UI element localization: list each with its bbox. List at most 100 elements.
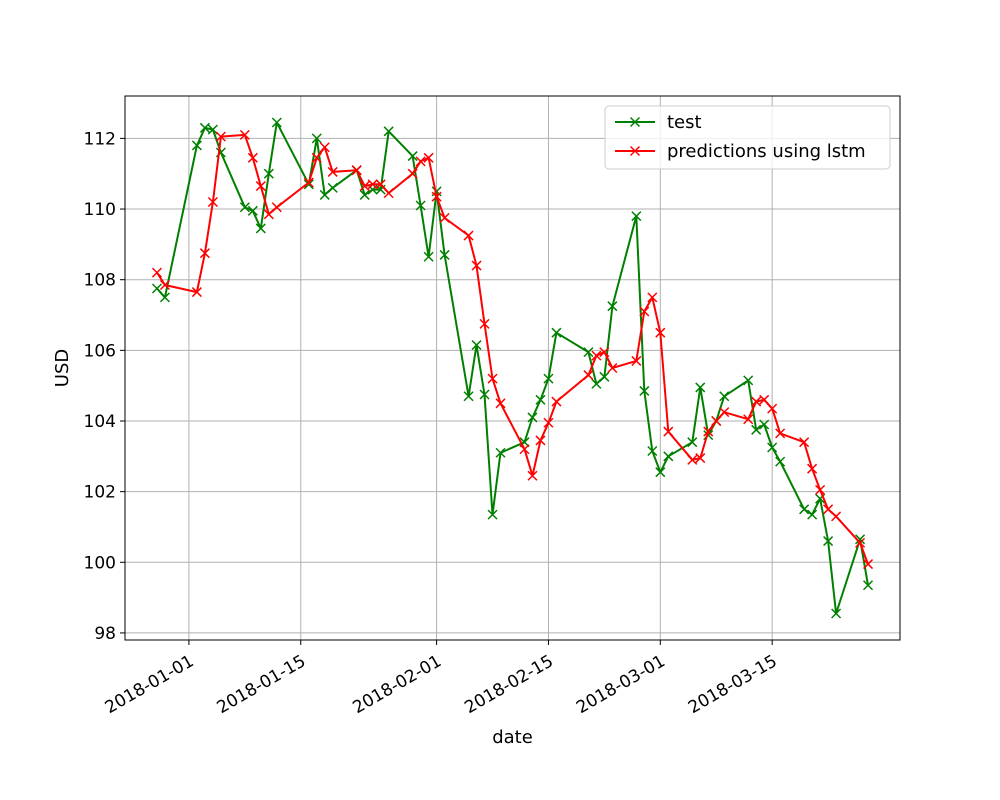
data-point [479, 318, 490, 329]
data-point [639, 385, 650, 396]
data-point [375, 179, 386, 190]
legend-marker [629, 116, 641, 128]
data-point [207, 124, 218, 135]
marker-stroke [199, 122, 210, 133]
marker-stroke [751, 396, 762, 407]
marker-stroke [191, 140, 202, 151]
marker-stroke [599, 371, 610, 382]
y-tick-label: 102 [84, 483, 116, 503]
data-point [383, 188, 394, 199]
data-point [767, 442, 778, 453]
data-point [855, 537, 866, 548]
marker-stroke [711, 415, 722, 427]
data-point [695, 382, 706, 393]
data-point [383, 126, 394, 137]
legend-label: test [667, 112, 702, 133]
y-tick-label: 104 [84, 412, 116, 432]
marker-stroke [303, 177, 314, 188]
data-point [823, 536, 834, 547]
y-tick-label: 110 [84, 200, 116, 220]
marker-stroke [239, 129, 250, 140]
data-point [535, 394, 546, 405]
data-point [319, 189, 330, 200]
marker-stroke [159, 292, 170, 303]
legend-marker [629, 145, 641, 157]
marker-stroke [255, 181, 266, 192]
data-point [519, 444, 530, 455]
data-point [815, 484, 826, 495]
data-point [775, 456, 786, 467]
marker-stroke [495, 398, 506, 409]
marker-stroke [831, 511, 842, 522]
data-point [487, 373, 498, 384]
marker-stroke [479, 318, 490, 329]
marker-stroke [583, 370, 594, 381]
marker-stroke [415, 200, 426, 211]
legend-label: predictions using lstm [667, 141, 866, 162]
data-point [191, 287, 202, 298]
marker-stroke [151, 267, 162, 278]
marker-stroke [639, 385, 650, 396]
data-point [767, 403, 778, 414]
marker-stroke [463, 230, 474, 241]
marker-stroke [599, 347, 610, 358]
marker-stroke [351, 165, 362, 176]
data-point [327, 166, 338, 177]
marker-stroke [375, 179, 386, 190]
marker-stroke [687, 454, 698, 465]
data-point [863, 559, 874, 570]
marker-stroke [423, 152, 434, 163]
marker-stroke [647, 292, 658, 303]
data-point [535, 435, 546, 446]
data-point [823, 504, 834, 515]
marker-stroke [319, 142, 330, 153]
marker-stroke [695, 382, 706, 393]
data-point [311, 133, 322, 144]
data-point [151, 283, 162, 294]
marker-stroke [759, 419, 770, 430]
data-point [471, 260, 482, 271]
data-point [407, 168, 418, 179]
marker-stroke [359, 181, 370, 192]
marker-stroke [855, 537, 866, 548]
data-point [655, 467, 666, 478]
data-point [583, 347, 594, 358]
data-point [551, 327, 562, 338]
marker-stroke [159, 279, 170, 291]
data-point [423, 152, 434, 163]
marker-stroke [535, 394, 546, 405]
data-point [855, 534, 866, 545]
marker-stroke [663, 451, 674, 462]
marker-stroke [471, 260, 482, 271]
data-point [415, 200, 426, 211]
data-point [751, 424, 762, 435]
marker-stroke [423, 251, 434, 262]
marker-stroke [631, 211, 642, 222]
legend-item-test: test [615, 112, 702, 133]
marker-stroke [607, 362, 618, 374]
data-point [719, 407, 730, 418]
data-point [631, 211, 642, 222]
marker-stroke [247, 205, 258, 216]
data-point [663, 426, 674, 437]
marker-stroke [199, 248, 210, 259]
data-point [527, 412, 538, 423]
data-point [263, 209, 274, 220]
marker-stroke [775, 456, 786, 467]
marker-stroke [519, 444, 530, 455]
y-axis-label: USD [52, 349, 73, 387]
data-point [655, 327, 666, 338]
marker-stroke [327, 182, 338, 193]
marker-stroke [543, 373, 554, 384]
data-point [799, 504, 810, 515]
data-point [415, 156, 426, 167]
marker-stroke [719, 407, 730, 418]
data-point [303, 179, 314, 190]
data-point [263, 168, 274, 179]
data-point [159, 292, 170, 303]
marker-stroke [719, 391, 730, 402]
marker-stroke [527, 470, 538, 481]
data-point [599, 347, 610, 358]
marker-stroke [215, 131, 226, 142]
data-point [239, 202, 250, 213]
